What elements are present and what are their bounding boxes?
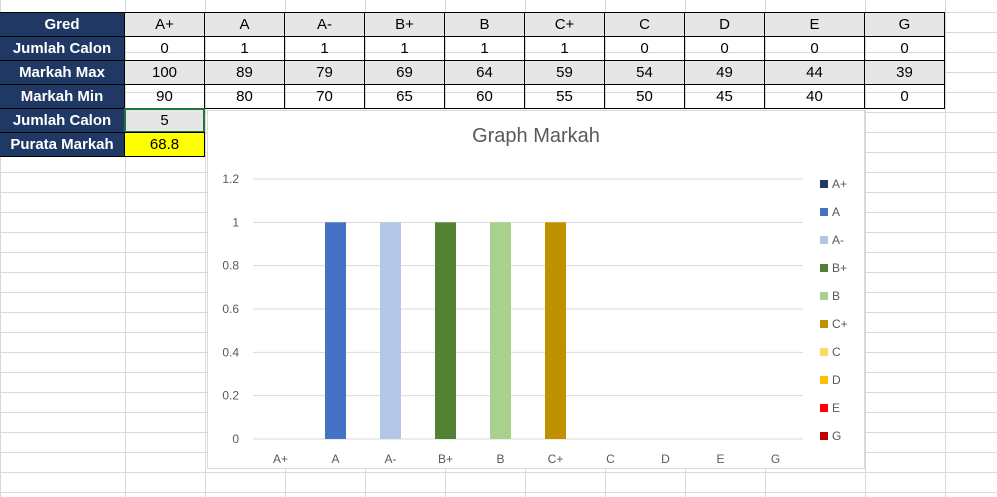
header-grade-cell[interactable]: C+ xyxy=(524,12,605,37)
row-label[interactable]: Markah Min xyxy=(0,84,125,109)
legend-item: B xyxy=(832,289,840,303)
legend-swatch xyxy=(820,208,828,216)
table-cell[interactable]: 44 xyxy=(764,60,865,85)
header-grade-cell[interactable]: B+ xyxy=(364,12,445,37)
table-cell[interactable]: 54 xyxy=(604,60,685,85)
legend-item: A+ xyxy=(832,177,847,191)
table-cell[interactable]: 1 xyxy=(444,36,525,61)
table-cell[interactable]: 0 xyxy=(604,36,685,61)
table-cell[interactable]: 69 xyxy=(364,60,445,85)
x-tick-label: G xyxy=(771,452,780,466)
table-cell[interactable]: 1 xyxy=(204,36,285,61)
x-tick-label: D xyxy=(661,452,670,466)
x-tick-label: E xyxy=(716,452,724,466)
table-cell[interactable]: 1 xyxy=(284,36,365,61)
summary-label[interactable]: Purata Markah xyxy=(0,132,125,157)
chart-container[interactable]: Graph Markah 0 0.2 0.4 0.6 0.8 1 1.2 A+ A A- B+ B C+… xyxy=(207,110,865,469)
legend-swatch xyxy=(820,320,828,328)
table-cell[interactable]: 70 xyxy=(284,84,365,109)
table-cell[interactable]: 90 xyxy=(124,84,205,109)
header-label-gred[interactable]: Gred xyxy=(0,12,125,37)
x-tick-label: B xyxy=(496,452,504,466)
table-cell[interactable]: 0 xyxy=(124,36,205,61)
bar-B+ xyxy=(435,222,456,439)
header-grade-cell[interactable]: D xyxy=(684,12,765,37)
table-cell[interactable]: 65 xyxy=(364,84,445,109)
x-tick-label: A xyxy=(331,452,339,466)
table-cell[interactable]: 100 xyxy=(124,60,205,85)
header-grade-cell[interactable]: B xyxy=(444,12,525,37)
bar-A- xyxy=(380,222,401,439)
table-cell[interactable]: 60 xyxy=(444,84,525,109)
legend-item: C+ xyxy=(832,317,848,331)
header-grade-cell[interactable]: E xyxy=(764,12,865,37)
summary-count-cell[interactable]: 5 xyxy=(124,108,205,133)
table-cell[interactable]: 64 xyxy=(444,60,525,85)
table-cell[interactable]: 1 xyxy=(524,36,605,61)
header-grade-cell[interactable]: A xyxy=(204,12,285,37)
legend-swatch xyxy=(820,376,828,384)
summary-average-cell[interactable]: 68.8 xyxy=(124,132,205,157)
bar-C+ xyxy=(545,222,566,439)
legend-swatch xyxy=(820,292,828,300)
table-cell[interactable]: 79 xyxy=(284,60,365,85)
table-cell[interactable]: 55 xyxy=(524,84,605,109)
legend-swatch xyxy=(820,180,828,188)
header-grade-cell[interactable]: A+ xyxy=(124,12,205,37)
legend-swatch xyxy=(820,348,828,356)
legend-swatch xyxy=(820,264,828,272)
table-cell[interactable]: 40 xyxy=(764,84,865,109)
y-tick-label: 0.2 xyxy=(222,389,239,403)
summary-label[interactable]: Jumlah Calon xyxy=(0,108,125,133)
legend-item: C xyxy=(832,345,841,359)
y-tick-label: 0.4 xyxy=(222,345,239,359)
table-cell[interactable]: 49 xyxy=(684,60,765,85)
legend-item: G xyxy=(832,429,841,443)
legend-item: E xyxy=(832,401,840,415)
legend-item: D xyxy=(832,373,841,387)
x-tick-label: A- xyxy=(385,452,397,466)
table-cell[interactable]: 59 xyxy=(524,60,605,85)
legend-swatch xyxy=(820,404,828,412)
legend-swatch xyxy=(820,236,828,244)
row-label[interactable]: Markah Max xyxy=(0,60,125,85)
table-cell[interactable]: 39 xyxy=(864,60,945,85)
bar-B xyxy=(490,222,511,439)
table-cell[interactable]: 89 xyxy=(204,60,285,85)
y-tick-label: 0.6 xyxy=(222,302,239,316)
table-cell[interactable]: 50 xyxy=(604,84,685,109)
x-tick-label: C+ xyxy=(548,452,564,466)
header-grade-cell[interactable]: A- xyxy=(284,12,365,37)
table-cell[interactable]: 0 xyxy=(764,36,865,61)
row-label[interactable]: Jumlah Calon xyxy=(0,36,125,61)
x-tick-label: A+ xyxy=(273,452,288,466)
legend-item: B+ xyxy=(832,261,847,275)
table-cell[interactable]: 0 xyxy=(864,84,945,109)
chart-title: Graph Markah xyxy=(472,125,600,147)
legend-item: A xyxy=(832,205,840,219)
y-tick-label: 0 xyxy=(232,432,239,446)
x-tick-label: B+ xyxy=(438,452,453,466)
table-cell[interactable]: 0 xyxy=(864,36,945,61)
chart-plot: 00.20.40.60.811.2A+ A A- B+ B C+ C D E GA+AA-B+BC… xyxy=(222,172,848,466)
x-tick-label: C xyxy=(606,452,615,466)
table-cell[interactable]: 80 xyxy=(204,84,285,109)
y-tick-label: 1 xyxy=(232,215,239,229)
bar-A xyxy=(325,222,346,439)
header-grade-cell[interactable]: C xyxy=(604,12,685,37)
legend-item: A- xyxy=(832,233,844,247)
table-cell[interactable]: 1 xyxy=(364,36,445,61)
table-cell[interactable]: 45 xyxy=(684,84,765,109)
legend-swatch xyxy=(820,432,828,440)
table-cell[interactable]: 0 xyxy=(684,36,765,61)
y-tick-label: 0.8 xyxy=(222,259,239,273)
header-grade-cell[interactable]: G xyxy=(864,12,945,37)
y-tick-label: 1.2 xyxy=(222,172,239,186)
